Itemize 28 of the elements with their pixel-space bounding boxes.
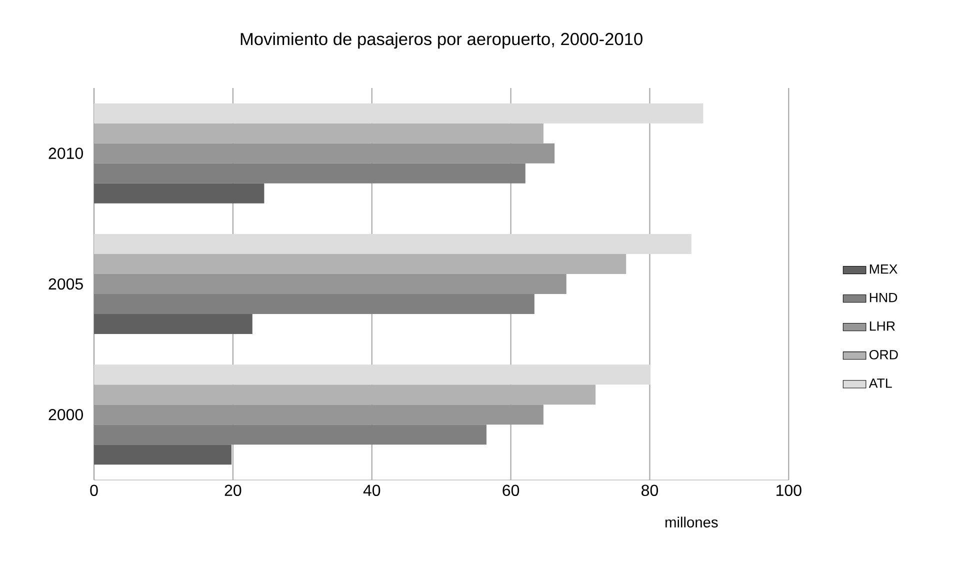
x-tick-label: 80 xyxy=(642,484,658,496)
legend-label: MEX xyxy=(870,264,898,274)
bar xyxy=(94,183,264,204)
legend-label: HND xyxy=(870,292,898,302)
x-tick-label: 60 xyxy=(502,484,520,496)
x-tick-label: 0 xyxy=(90,484,98,496)
bar xyxy=(94,163,526,184)
bar xyxy=(94,123,544,144)
bar xyxy=(94,384,596,405)
bar xyxy=(94,103,704,124)
chart-title: Movimiento de pasajeros por aeropuerto, 2000-2010 xyxy=(240,32,642,49)
legend-label: ORD xyxy=(869,350,898,360)
x-tick-label: 100 xyxy=(776,484,802,496)
legend-label: LHR xyxy=(870,321,895,331)
x-tick-label: 20 xyxy=(224,484,242,496)
bar xyxy=(94,364,650,385)
x-tick-label: 40 xyxy=(363,484,380,496)
bar xyxy=(94,294,534,314)
bar xyxy=(94,444,232,465)
y-tick-label: 2010 xyxy=(48,148,83,159)
bar xyxy=(94,314,252,334)
bar xyxy=(94,424,486,445)
bar xyxy=(94,234,692,254)
y-tick-label: 2005 xyxy=(48,278,83,290)
x-axis-title: millones xyxy=(666,516,718,528)
y-tick-label: 2000 xyxy=(48,409,83,420)
legend-label: ATL xyxy=(868,378,892,388)
bar xyxy=(94,254,626,274)
